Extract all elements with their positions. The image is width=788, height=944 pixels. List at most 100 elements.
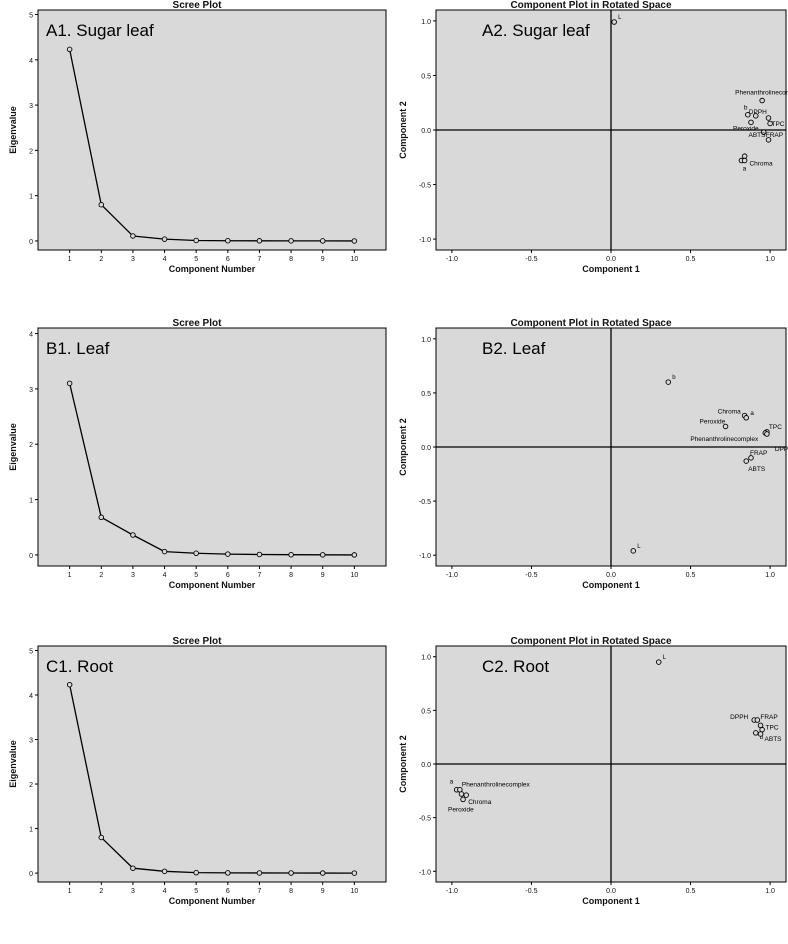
x-axis-label: Component Number (169, 896, 256, 906)
eigenvalue-point (319, 238, 326, 244)
x-tick-label: 0.0 (606, 572, 616, 579)
eigenvalue-point (161, 236, 168, 242)
y-tick-label: 2 (29, 782, 33, 789)
x-tick-label: 4 (163, 572, 167, 579)
y-tick-label: 1 (29, 827, 33, 834)
loading-point (759, 97, 765, 104)
eigenvalue-point (319, 870, 326, 876)
point-label: FRAP (750, 450, 767, 457)
x-tick-label: 0.5 (686, 572, 696, 579)
x-tick-label: 2 (99, 572, 103, 579)
y-tick-label: 0 (29, 871, 33, 878)
scree-line (68, 49, 355, 242)
x-tick-label: -1.0 (446, 888, 458, 895)
point-label: a (450, 779, 454, 786)
x-tick-label: 2 (99, 256, 103, 263)
x-tick-label: 7 (258, 888, 262, 895)
x-axis-label: Component 1 (582, 896, 640, 906)
x-tick-label: 1.0 (765, 256, 775, 263)
x-tick-label: 8 (289, 572, 293, 579)
plot-area (37, 327, 387, 567)
eigenvalue-point (193, 550, 199, 557)
point-label: L (663, 655, 667, 661)
eigenvalue-point (98, 834, 105, 841)
eigenvalue-point (225, 551, 231, 557)
eigenvalue-point (66, 681, 73, 688)
y-tick-label: 1 (29, 194, 33, 201)
eigenvalue-point (98, 201, 105, 208)
y-tick-label: 0.5 (421, 708, 431, 715)
x-tick-label: 10 (350, 888, 358, 895)
chart-title: Component Plot in Rotated Space (510, 318, 672, 329)
x-tick-label: -0.5 (525, 256, 537, 263)
eigenvalue-point (66, 46, 73, 53)
x-tick-label: 3 (131, 256, 135, 263)
y-tick-label: 2 (29, 148, 33, 155)
y-axis-label: Eigenvalue (8, 740, 18, 788)
point-label: Phenanthrolinecomplex (462, 782, 531, 789)
chart-title: Scree Plot (172, 636, 222, 647)
eigenvalue-point (225, 237, 231, 244)
point-label: TPC (772, 121, 785, 128)
y-tick-label: 3 (29, 387, 33, 394)
point-label: DPPH (730, 714, 748, 721)
loading-point (630, 548, 637, 554)
loading-point (748, 119, 754, 126)
loading-point (760, 129, 767, 135)
panel-label: C1. Root (46, 657, 113, 676)
x-tick-label: 6 (226, 256, 230, 263)
x-tick-label: 10 (350, 572, 358, 579)
x-tick-label: 1.0 (765, 572, 775, 579)
x-tick-label: 8 (289, 888, 293, 895)
point-label: Chroma (468, 799, 492, 806)
loading-point (655, 659, 662, 665)
panel-c1: Scree Plot 0 1 2 3 4 5 1 2 3 4 5 6 7 8 9 10 Component Num… (0, 636, 394, 944)
chart-title: Scree Plot (172, 0, 222, 11)
loading-point (765, 137, 772, 143)
loading-point (757, 731, 764, 737)
x-tick-label: 0.0 (606, 888, 616, 895)
x-tick-label: 7 (258, 572, 262, 579)
eigenvalue-point (130, 233, 136, 239)
point-label: Peroxide (733, 125, 759, 132)
y-tick-label: -1.0 (419, 553, 431, 560)
panel-c2: Component Plot in Rotated Space -1.0 -0.5 0… (394, 636, 788, 944)
point-label: a (743, 166, 747, 173)
x-tick-label: -0.5 (525, 888, 537, 895)
eigenvalue-point (98, 514, 105, 521)
x-tick-label: 5 (194, 572, 198, 579)
eigenvalue-point (256, 551, 263, 558)
x-tick-label: 0.5 (686, 888, 696, 895)
eigenvalue-point (161, 868, 168, 875)
x-axis-label: Component 1 (582, 264, 640, 274)
eigenvalue-point (225, 870, 231, 876)
x-tick-label: 0.0 (606, 256, 616, 263)
point-label: Phenanthrolinecomplex (690, 436, 759, 443)
panel-a1: Scree Plot 0 1 2 3 4 5 1 2 3 4 5 6 7 8 9 10 Component Num… (0, 0, 394, 310)
loading-point (748, 455, 754, 461)
y-tick-label: 1.0 (421, 337, 431, 344)
y-axis-label: Eigenvalue (8, 106, 18, 154)
point-label: a (750, 410, 754, 417)
point-label: DPPH (775, 446, 788, 453)
point-label: Chroma (749, 161, 773, 168)
loading-point (753, 113, 759, 119)
x-tick-label: 4 (163, 888, 167, 895)
eigenvalue-point (351, 552, 358, 558)
y-tick-label: 1.0 (421, 19, 431, 26)
y-tick-label: 1.0 (421, 655, 431, 662)
point-label: Peroxide (700, 418, 726, 425)
y-tick-label: 0.0 (421, 762, 431, 769)
y-axis-label: Eigenvalue (8, 423, 18, 471)
plot-area (37, 645, 387, 883)
loading-point (764, 431, 770, 437)
y-axis-label: Component 2 (398, 735, 408, 793)
x-tick-label: 3 (131, 572, 135, 579)
y-tick-label: 0.0 (421, 445, 431, 452)
y-tick-label: -0.5 (419, 183, 431, 190)
loading-point (753, 730, 759, 736)
eigenvalue-point (288, 238, 294, 244)
point-label: FRAP (766, 132, 783, 139)
eigenvalue-point (161, 548, 168, 555)
